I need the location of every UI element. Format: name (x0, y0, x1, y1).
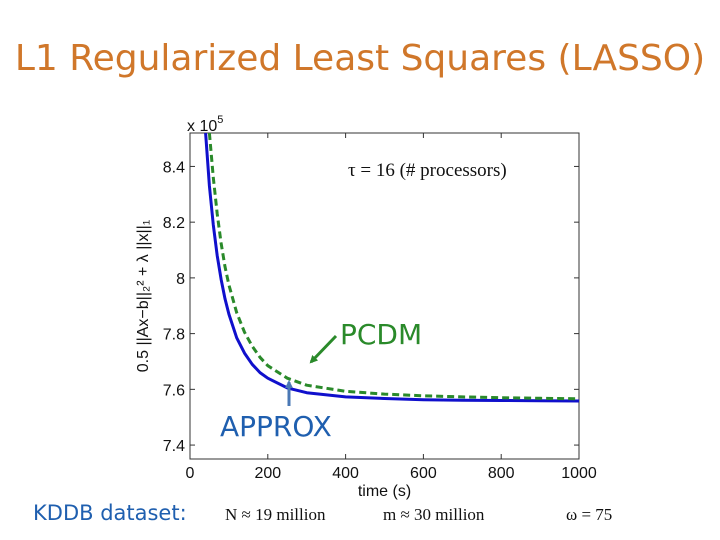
tau-label: τ = 16 (# processors) (348, 160, 507, 181)
series-line-pcdm (207, 133, 579, 401)
y-multiplier: x 105 (187, 114, 223, 135)
y-tick-label: 8.2 (163, 215, 185, 232)
plot-frame (189, 132, 580, 460)
slide-title: L1 Regularized Least Squares (LASSO) (14, 38, 706, 79)
x-tick-label: 1000 (561, 465, 597, 482)
x-tick-label: 0 (186, 465, 195, 482)
y-tick-label: 7.6 (163, 382, 185, 399)
pcdm-annotation: PCDM (340, 318, 423, 351)
param-omega: ω = 75 (566, 505, 613, 524)
x-axis-label: time (s) (358, 483, 411, 500)
x-tick-label: 800 (488, 465, 515, 482)
y-tick-label: 7.8 (163, 327, 185, 344)
param-n: N ≈ 19 million (225, 505, 326, 524)
x-tick-label: 200 (254, 465, 281, 482)
approx-annotation: APPROX (220, 410, 332, 443)
param-m: m ≈ 30 million (383, 505, 485, 524)
series-line-approx (204, 133, 579, 403)
dataset-label: KDDB dataset: (33, 501, 187, 525)
y-tick-label: 8 (176, 271, 185, 288)
y-axis-label: 0.5 ||Ax−b||₂² + λ ||x||₁ (135, 220, 152, 372)
y-tick-label: 7.4 (163, 438, 185, 455)
x-tick-label: 400 (332, 465, 359, 482)
x-tick-label: 600 (410, 465, 437, 482)
pcdm-arrow (309, 334, 338, 364)
y-tick-label: 8.4 (163, 159, 185, 176)
